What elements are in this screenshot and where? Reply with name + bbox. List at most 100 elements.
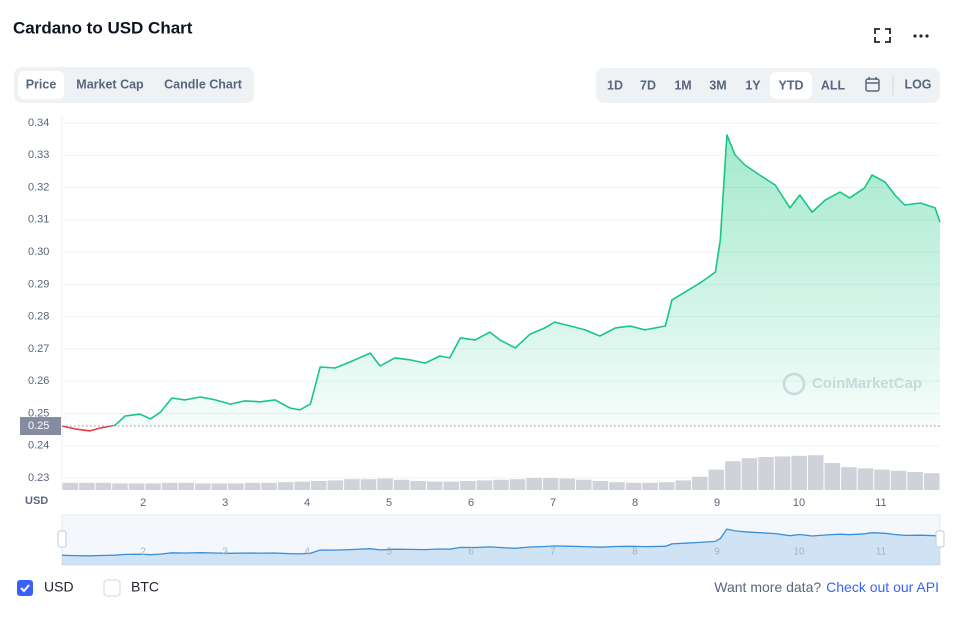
volume-bar [310, 481, 327, 490]
x-tick-label: 10 [793, 497, 805, 509]
volume-bar [393, 479, 410, 490]
volume-bar [692, 476, 708, 490]
volume-bar [774, 456, 791, 490]
volume-bar [841, 467, 857, 490]
y-tick-label: 0.29 [28, 278, 49, 290]
y-tick-label: 0.23 [28, 472, 49, 484]
page-title: Cardano to USD Chart [13, 18, 193, 37]
more-icon[interactable] [913, 34, 929, 38]
fullscreen-icon[interactable] [874, 28, 891, 43]
range[interactable]: 1D [607, 78, 623, 92]
volume-bar [542, 478, 559, 490]
volume-bar [741, 458, 758, 490]
volume-bar [725, 461, 741, 490]
navigator-tick-label: 2 [140, 547, 146, 558]
x-tick-label: 5 [386, 497, 392, 509]
navigator-tick-label: 5 [386, 547, 392, 558]
log-button[interactable]: LOG [904, 77, 931, 91]
volume-bar [145, 483, 161, 490]
api-link[interactable]: Check out our API [826, 579, 939, 595]
range[interactable]: ALL [821, 78, 846, 92]
volume-bar [95, 482, 112, 490]
volume-bar [807, 455, 824, 490]
volume-bar [509, 479, 526, 490]
volume-bar [791, 455, 807, 490]
y-tick-label: 0.31 [28, 214, 49, 226]
volume-bar [161, 482, 178, 490]
range[interactable]: 1Y [745, 78, 761, 92]
volume-bar [178, 482, 195, 490]
volume-bar [857, 468, 874, 490]
volume-bar [410, 481, 426, 490]
volume-bar [195, 483, 211, 490]
price-line [61, 134, 941, 432]
volume-bar [874, 469, 890, 490]
tab[interactable]: Market Cap [76, 77, 144, 91]
volume-bar [327, 480, 344, 490]
volume-bar [277, 482, 294, 490]
footer-text: Want more data? [714, 579, 821, 595]
y-axis-label: USD [25, 495, 48, 507]
navigator-handle[interactable] [935, 530, 945, 548]
volume-bar [79, 482, 95, 490]
active-range [770, 72, 812, 99]
volume-bar [923, 473, 940, 490]
y-tick-label: 0.32 [28, 181, 49, 193]
volume-bar [609, 482, 625, 490]
volume-bar [261, 482, 277, 490]
navigator-tick-label: 9 [714, 547, 720, 558]
tab[interactable]: Price [26, 77, 57, 91]
x-tick-label: 9 [714, 497, 720, 509]
volume-bar [377, 478, 393, 490]
volume-bar [112, 483, 128, 490]
tab[interactable]: Candle Chart [164, 77, 243, 91]
footer: Want more data? Check out our API [714, 579, 939, 595]
y-tick-label: 0.30 [28, 246, 49, 258]
volume-bar [890, 470, 907, 490]
volume-bar [476, 480, 493, 490]
volume-bar [62, 482, 79, 490]
volume-bar [244, 482, 261, 490]
x-tick-label: 3 [222, 497, 228, 509]
navigator-tick-label: 6 [468, 547, 474, 558]
currency-option[interactable]: BTC [131, 579, 159, 595]
y-tick-label: 0.34 [28, 117, 49, 129]
volume-bar [907, 472, 923, 490]
volume-bar [460, 481, 476, 490]
volume-bar [824, 463, 841, 490]
y-tick-label: 0.27 [28, 343, 49, 355]
range[interactable]: 7D [640, 78, 656, 92]
volume-bar [592, 481, 609, 490]
range-bar [596, 68, 940, 103]
x-tick-label: 7 [550, 497, 556, 509]
volume-bar [360, 479, 377, 490]
y-tick-label: 0.33 [28, 149, 49, 161]
range[interactable]: 3M [709, 78, 726, 92]
navigator-area [62, 529, 940, 565]
volume-bar [228, 483, 244, 490]
volume-bar [493, 479, 509, 490]
navigator-tick-label: 7 [550, 547, 556, 558]
reference-label-box [20, 417, 61, 436]
volume-bar [642, 482, 658, 490]
volume-bar [658, 482, 675, 490]
navigator-line [61, 528, 941, 557]
volume-bar [708, 469, 725, 490]
range[interactable]: 1M [674, 78, 691, 92]
calendar-icon[interactable] [865, 77, 880, 92]
x-tick-label: 8 [632, 497, 638, 509]
currency-option[interactable]: USD [44, 579, 74, 595]
y-tick-label: 0.26 [28, 375, 49, 387]
reference-label: 0.25 [28, 420, 49, 432]
x-tick-label: 11 [875, 497, 886, 509]
range[interactable]: YTD [779, 78, 804, 92]
volume-bar [128, 483, 145, 490]
navigator-bg [61, 514, 941, 566]
checkbox[interactable] [103, 579, 121, 597]
tab-bar [14, 67, 254, 103]
checkbox-checked[interactable] [17, 580, 33, 596]
navigator-handle[interactable] [57, 530, 67, 548]
y-tick-label: 0.24 [28, 440, 49, 452]
active-tab [18, 71, 64, 99]
navigator-tick-label: 11 [876, 547, 887, 558]
